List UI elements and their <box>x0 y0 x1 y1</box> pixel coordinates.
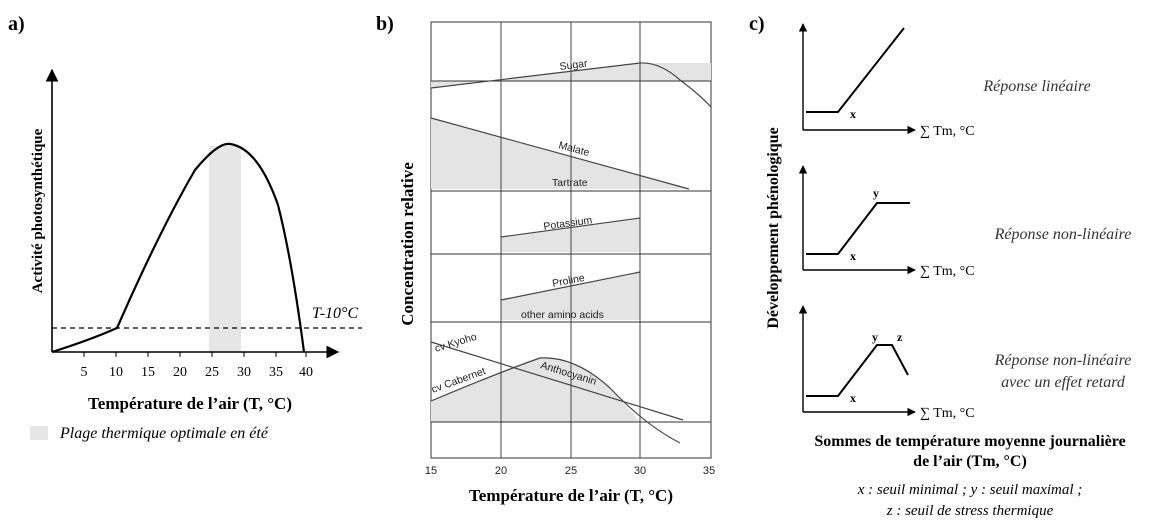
response-nonlinear-2: Réponse non-linéaire <box>994 352 1132 369</box>
optimal-range-band <box>209 146 241 352</box>
subplot-nonlinear: x y ∑ Tm, °C Réponse non-linéaire <box>798 165 1132 279</box>
c3-y-mark: y <box>872 330 878 344</box>
response-nonlinear: Réponse non-linéaire <box>994 226 1132 243</box>
legend-swatch <box>30 426 48 440</box>
b-tick-15: 15 <box>425 465 437 477</box>
c2-x-axis-label: ∑ Tm, °C <box>920 264 975 279</box>
proline-fill <box>501 272 640 320</box>
legend-text: Plage thermique optimale en été <box>59 425 269 442</box>
label-sugar: Sugar <box>559 58 589 73</box>
a-tick-35: 35 <box>269 365 283 380</box>
photosynthesis-curve <box>51 142 306 354</box>
label-other-amino: other amino acids <box>521 309 604 321</box>
b-tick-35: 35 <box>703 465 715 477</box>
kyoho-line <box>430 341 684 421</box>
panel-c-title-1: Sommes de température moyenne journalièr… <box>814 433 1125 450</box>
panel-c-legend-1: x : seuil minimal ; y : seuil maximal ; <box>857 482 1083 498</box>
panel-a: a) T-10°C 5 10 15 20 25 30 35 40 <box>8 13 362 442</box>
panel-c-title-2: de l’air (Tm, °C) <box>913 453 1027 470</box>
cabernet-line <box>430 357 681 444</box>
subplot-linear: x ∑ Tm, °C Réponse linéaire <box>798 23 1091 139</box>
subplot-nonlinear-delay: x y z ∑ Tm, °C Réponse non-linéaire avec… <box>798 305 1132 421</box>
panel-b: b) Sugar Malat <box>376 13 715 505</box>
a-tick-30: 30 <box>237 365 251 380</box>
b-tick-25: 25 <box>565 465 577 477</box>
potassium-fill <box>501 218 640 252</box>
panel-b-letter: b) <box>376 13 394 35</box>
label-kyoho: cv Kyoho <box>433 331 478 355</box>
c3-x-axis-label: ∑ Tm, °C <box>920 406 975 421</box>
panel-c-legend-2: z : seuil de stress thermique <box>886 503 1054 519</box>
response-linear: Réponse linéaire <box>982 78 1090 95</box>
panel-c-ylabel: Développement phénologique <box>765 127 782 328</box>
a-tick-20: 20 <box>173 365 187 380</box>
b-tick-30: 30 <box>634 465 646 477</box>
panel-a-letter: a) <box>8 13 25 35</box>
c2-x-mark: x <box>850 249 856 263</box>
panel-a-ylabel: Activité photosynthétique <box>30 128 46 293</box>
a-tick-10: 10 <box>109 365 123 380</box>
c3-z-mark: z <box>897 330 903 344</box>
response-delay: avec un effet retard <box>1001 374 1126 391</box>
panel-a-x-ticks: 5 10 15 20 25 30 35 40 <box>81 352 313 380</box>
threshold-label: T-10°C <box>312 305 358 322</box>
sugar-line <box>430 62 712 108</box>
anthocyanin-fill <box>431 357 640 422</box>
b-tick-20: 20 <box>495 465 507 477</box>
a-tick-5: 5 <box>81 365 88 380</box>
panel-b-curves <box>430 62 712 444</box>
panel-c-letter: c) <box>749 13 765 35</box>
c1-x-axis-label: ∑ Tm, °C <box>920 124 975 139</box>
panel-b-ylabel: Concentration relative <box>398 162 417 326</box>
panel-a-xlabel: Température de l’air (T, °C) <box>88 394 292 413</box>
malate-line <box>430 117 690 190</box>
a-tick-40: 40 <box>299 365 313 380</box>
c3-x-mark: x <box>850 391 856 405</box>
potassium-line <box>500 217 641 238</box>
a-tick-25: 25 <box>205 365 219 380</box>
c2-y-mark: y <box>873 186 879 200</box>
label-tartrate: Tartrate <box>552 177 588 189</box>
a-tick-15: 15 <box>141 365 155 380</box>
panel-b-xlabel: Température de l’air (T, °C) <box>469 486 673 505</box>
panel-c: c) Développement phénologique x ∑ Tm, °C… <box>749 13 1131 519</box>
proline-line <box>500 271 641 301</box>
c1-x-mark: x <box>850 107 856 121</box>
